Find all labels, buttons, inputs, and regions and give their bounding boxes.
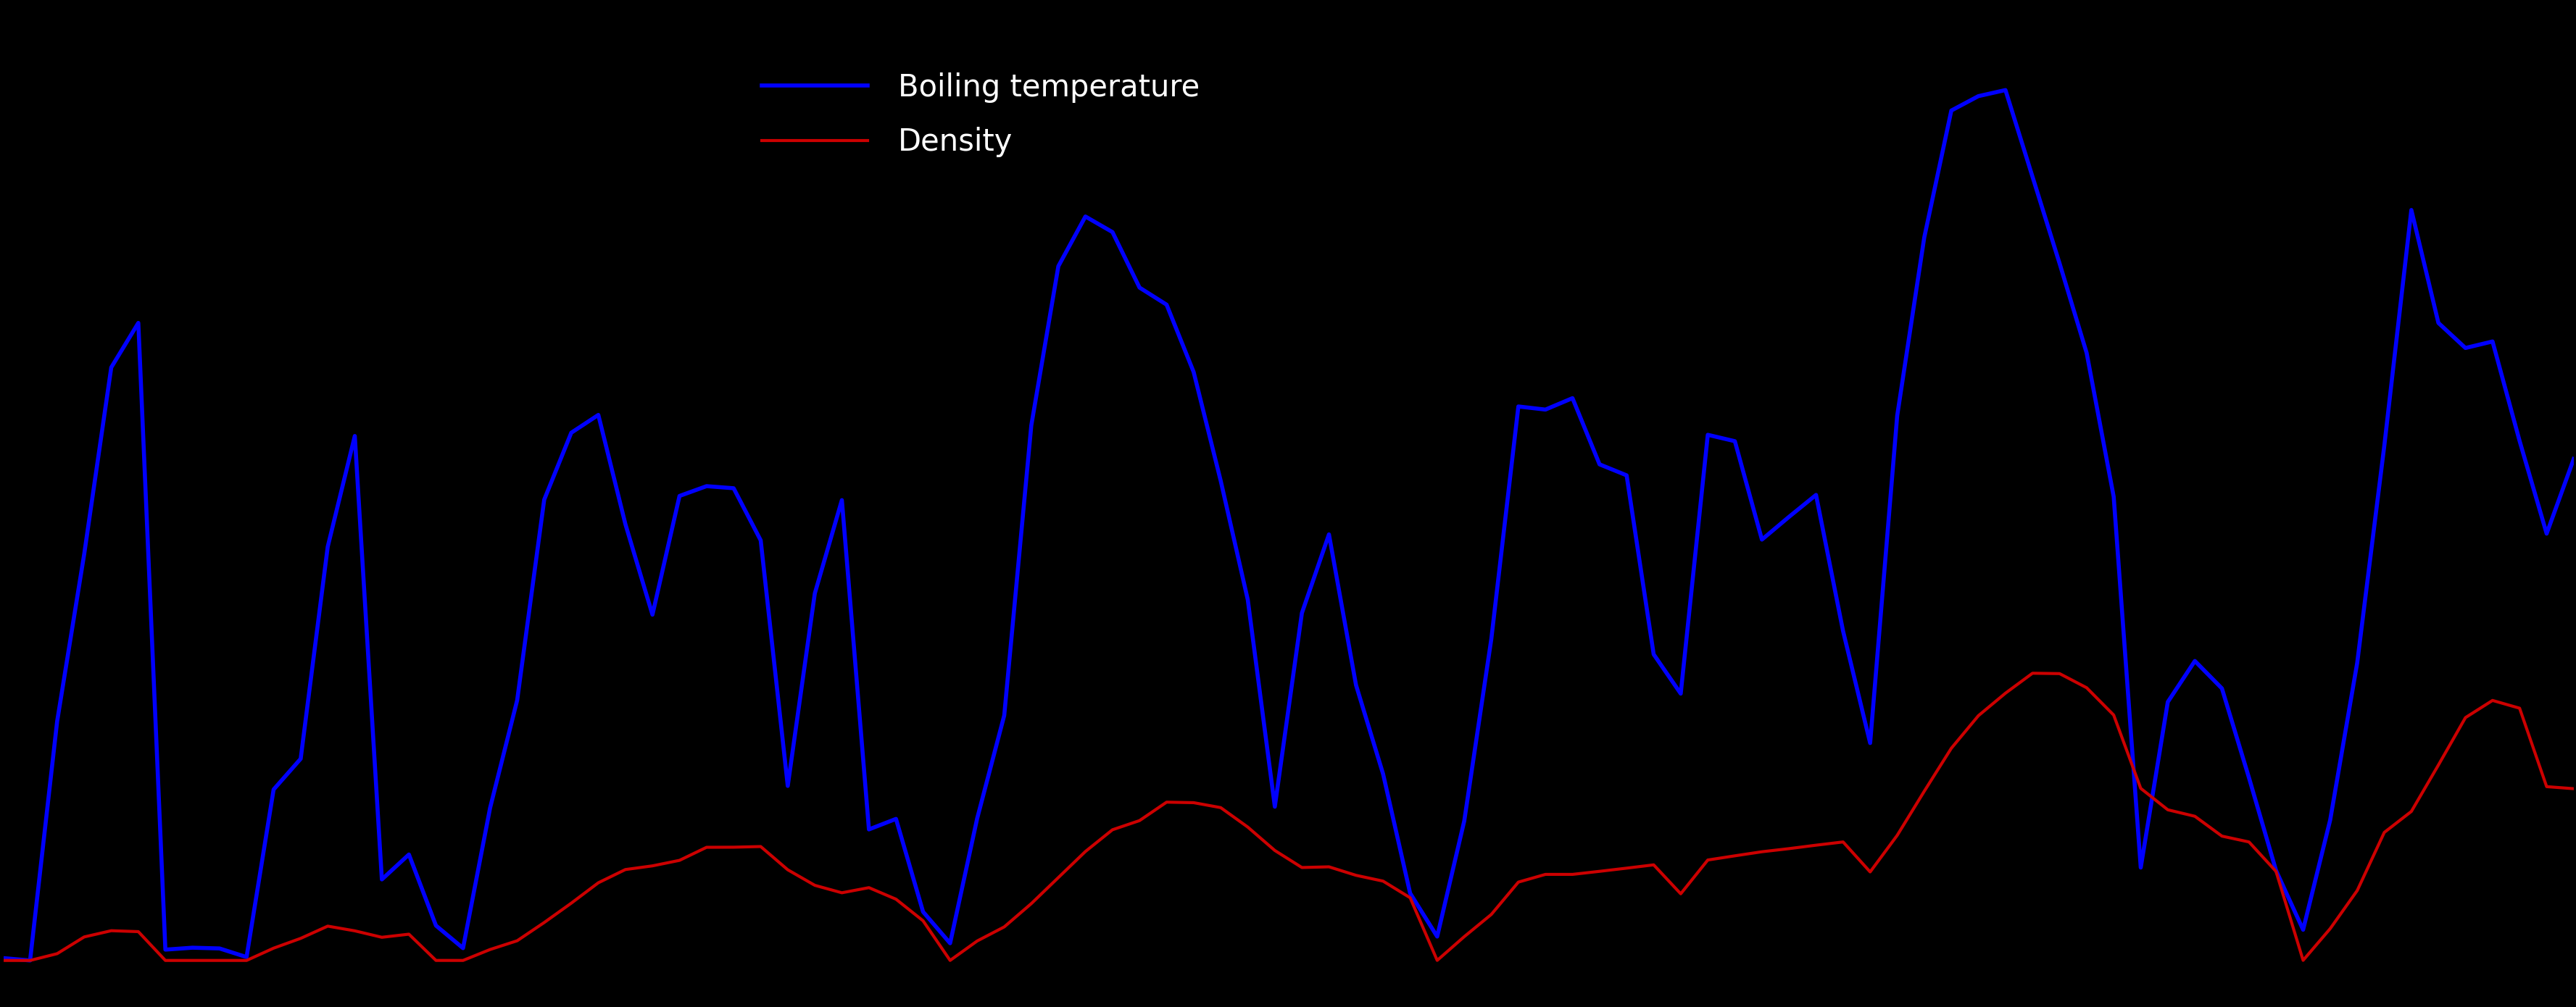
Boiling temperature	[2558, 453, 2576, 465]
Boiling temperature	[366, 873, 397, 885]
Boiling temperature	[1394, 887, 1425, 899]
Boiling temperature	[744, 535, 775, 547]
Boiling temperature	[2396, 204, 2427, 217]
Density	[1285, 861, 1316, 873]
Boiling temperature	[1123, 282, 1154, 294]
Boiling temperature	[1989, 84, 2020, 96]
Boiling temperature	[0, 952, 18, 964]
Density	[2367, 827, 2398, 839]
Density	[719, 841, 750, 853]
Line: Density: Density	[3, 674, 2573, 961]
Line: Boiling temperature: Boiling temperature	[3, 90, 2573, 961]
Density	[0, 955, 18, 967]
Density	[1368, 875, 1399, 887]
Density	[340, 924, 371, 937]
Legend: Boiling temperature, Density: Boiling temperature, Density	[737, 48, 1224, 181]
Density	[1097, 824, 1128, 836]
Boiling temperature	[15, 955, 46, 967]
Density	[2558, 782, 2576, 795]
Density	[2017, 668, 2048, 680]
Boiling temperature	[1314, 529, 1345, 541]
